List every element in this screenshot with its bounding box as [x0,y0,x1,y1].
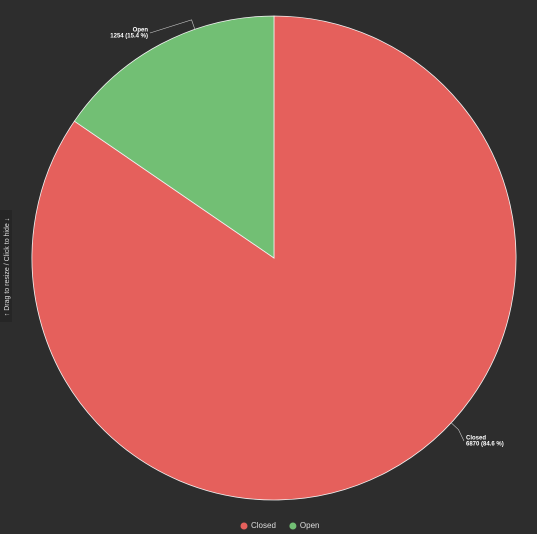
data-label-value: 6870 (84.6 %) [466,442,504,448]
side-handle[interactable] [0,210,12,322]
leader-line [450,422,465,442]
legend-swatch[interactable] [240,522,248,530]
data-label-name: Closed [466,436,486,442]
legend-label[interactable]: Closed [251,521,276,530]
data-label-name: Open [133,28,149,34]
data-label-value: 1254 (15.4 %) [110,34,148,40]
leader-line [149,19,196,34]
legend-swatch[interactable] [289,522,297,530]
legend-label[interactable]: Open [300,521,320,530]
pie-slice[interactable] [73,15,275,259]
side-handle-label[interactable]: ↑ Drag to resize / Click to hide ↓ [4,218,11,316]
